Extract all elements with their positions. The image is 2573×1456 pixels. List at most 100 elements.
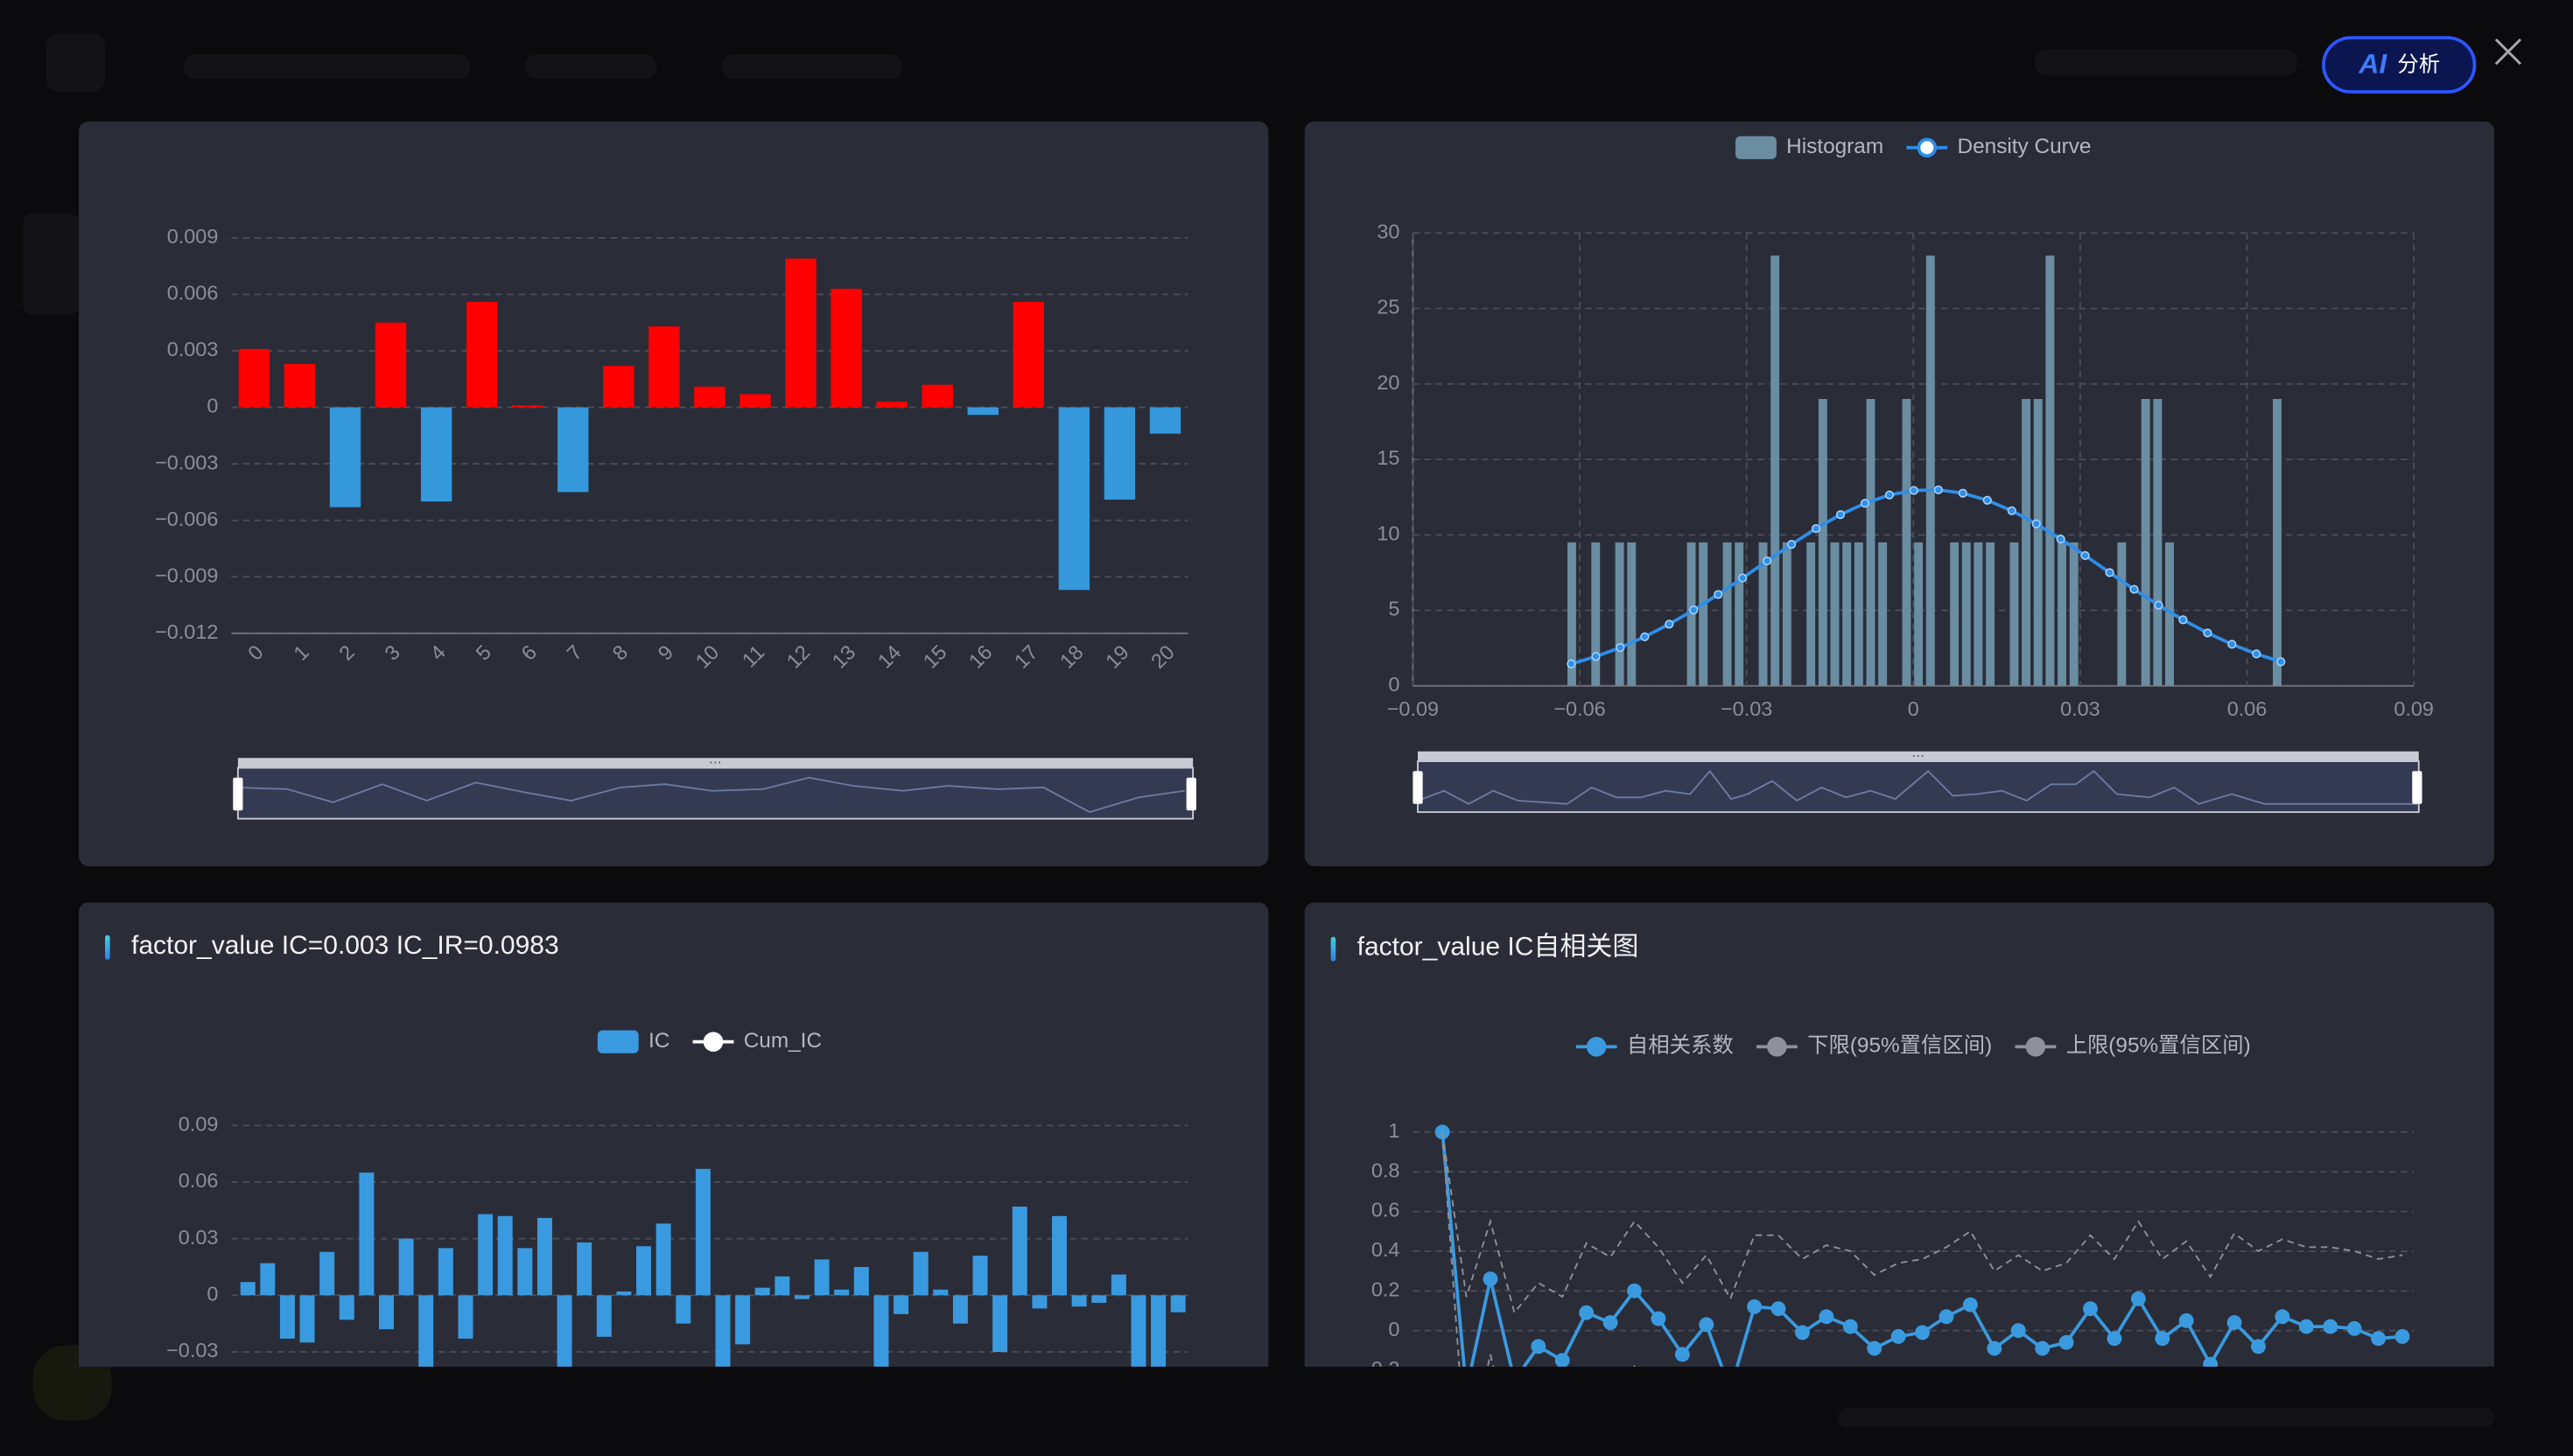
- slider-handle[interactable]: [233, 777, 243, 811]
- series-point: [1674, 1347, 1690, 1362]
- histogram-bar: [1735, 542, 1744, 686]
- y-tick-label: 0.09: [179, 1112, 219, 1135]
- bar: [1149, 407, 1181, 434]
- slider-handle[interactable]: [1186, 777, 1196, 811]
- series-point: [1795, 1325, 1810, 1340]
- bar: [359, 1172, 375, 1296]
- bar: [466, 302, 498, 408]
- bar: [557, 407, 589, 493]
- histogram-bar: [1842, 542, 1852, 686]
- bar: [873, 1295, 889, 1367]
- close-button[interactable]: [2494, 38, 2522, 66]
- legend-swatch: [1586, 1036, 1607, 1057]
- chart: 0 5 10 15 20 25 30 −0.09 −0.06 −0.03 0 0.03 0.06 0.09…: [1304, 121, 2494, 866]
- density-point: [1982, 495, 1992, 505]
- x-tick-label: 0: [1908, 697, 1919, 720]
- slider-grip[interactable]: ⋯: [1911, 748, 1924, 763]
- series-point: [2298, 1319, 2314, 1334]
- slider-handle[interactable]: [2412, 771, 2422, 804]
- close-stroke[interactable]: [2494, 38, 2522, 66]
- legend-label: 上限(95%置信区间): [2066, 1034, 2251, 1058]
- chart: factor_value IC=0.003 IC_IR=0.0983 0.09 0.…: [79, 902, 1269, 1367]
- bar: [636, 1246, 652, 1296]
- zoom-slider[interactable]: ⋯: [1413, 748, 2422, 814]
- zoom-slider[interactable]: ⋯: [233, 755, 1196, 820]
- series-point: [1579, 1305, 1595, 1320]
- ai-label[interactable]: 分析: [2397, 52, 2440, 76]
- histogram-bar: [2117, 542, 2127, 686]
- density-point: [2031, 519, 2041, 528]
- y-tick-label: 0.06: [179, 1169, 219, 1192]
- density-point: [1787, 540, 1797, 550]
- bar: [1012, 1206, 1027, 1296]
- density-point: [1689, 606, 1699, 615]
- bar: [577, 1242, 592, 1296]
- chart: factor_value IC自相关图 1 0.8 0.6 0.4 0.2 0 −0.2 自相关…: [1304, 902, 2494, 1367]
- series-point: [1531, 1339, 1546, 1354]
- bar: [775, 1276, 790, 1296]
- legend-label: IC: [649, 1029, 670, 1053]
- slider-track[interactable]: [236, 766, 1195, 820]
- histogram-bar: [2165, 542, 2174, 686]
- bar: [992, 1295, 1008, 1352]
- x-tick-label: −0.09: [1387, 697, 1439, 720]
- histogram-bar: [1878, 542, 1888, 686]
- density-point: [2154, 600, 2163, 610]
- legend-item: Histogram: [1735, 135, 1883, 159]
- slider-bar[interactable]: [237, 758, 1194, 768]
- title-accent: [1330, 936, 1336, 962]
- histogram-bar: [1567, 542, 1576, 686]
- bar: [260, 1263, 276, 1296]
- y-tick-label: 5: [1388, 598, 1399, 620]
- series-point: [2010, 1323, 2026, 1339]
- series-point: [1651, 1311, 1666, 1326]
- slider-track[interactable]: [1417, 760, 2420, 814]
- y-tick-label: −0.006: [155, 508, 218, 530]
- ai-button-bg[interactable]: [2322, 36, 2477, 94]
- density-point: [1763, 556, 1772, 566]
- density-point: [2056, 535, 2065, 544]
- slider-grip[interactable]: ⋯: [709, 755, 722, 770]
- slider-handle[interactable]: [1413, 771, 1423, 804]
- legend: Histogram Density Curve: [1735, 135, 2091, 159]
- legend: IC Cum_IC: [597, 1029, 822, 1054]
- bar: [240, 1282, 256, 1296]
- density-point: [1860, 499, 1870, 508]
- histogram-bar: [1974, 542, 1983, 686]
- legend-swatch: [703, 1032, 724, 1052]
- bar: [695, 1168, 711, 1296]
- bar: [694, 386, 726, 408]
- density-point: [1591, 652, 1601, 662]
- bar: [1071, 1295, 1087, 1307]
- histogram-bar: [2069, 542, 2079, 686]
- slider-bar[interactable]: [1418, 751, 2419, 761]
- bar: [557, 1295, 572, 1367]
- bar: [913, 1251, 929, 1296]
- blur-shape: [23, 213, 80, 315]
- density-point: [1933, 485, 1943, 494]
- y-tick-label: 0: [1388, 1318, 1399, 1340]
- series-point: [1770, 1301, 1786, 1317]
- bar: [1131, 1295, 1146, 1367]
- ai-icon[interactable]: AI: [2358, 47, 2387, 79]
- y-tick-label: 30: [1377, 220, 1399, 242]
- series-point: [1602, 1315, 1618, 1330]
- y-tick-label: 15: [1377, 446, 1399, 469]
- density-point: [2252, 649, 2261, 659]
- series-point: [2371, 1331, 2387, 1347]
- legend-swatch: [1767, 1036, 1787, 1057]
- histogram-bar: [1782, 542, 1791, 686]
- bar: [238, 348, 270, 408]
- legend-label: Cum_IC: [744, 1029, 822, 1053]
- legend-item: 自相关系数: [1575, 1034, 1734, 1058]
- blur-shape: [525, 53, 656, 79]
- panel-bg: [79, 121, 1269, 866]
- bar: [834, 1289, 850, 1296]
- bar: [1091, 1295, 1107, 1303]
- histogram-bar: [2009, 542, 2019, 686]
- series-point: [2058, 1334, 2074, 1350]
- ai-button[interactable]: AI 分析: [2322, 36, 2477, 94]
- histogram-bar: [2022, 399, 2031, 686]
- histogram-bar: [1722, 542, 1732, 686]
